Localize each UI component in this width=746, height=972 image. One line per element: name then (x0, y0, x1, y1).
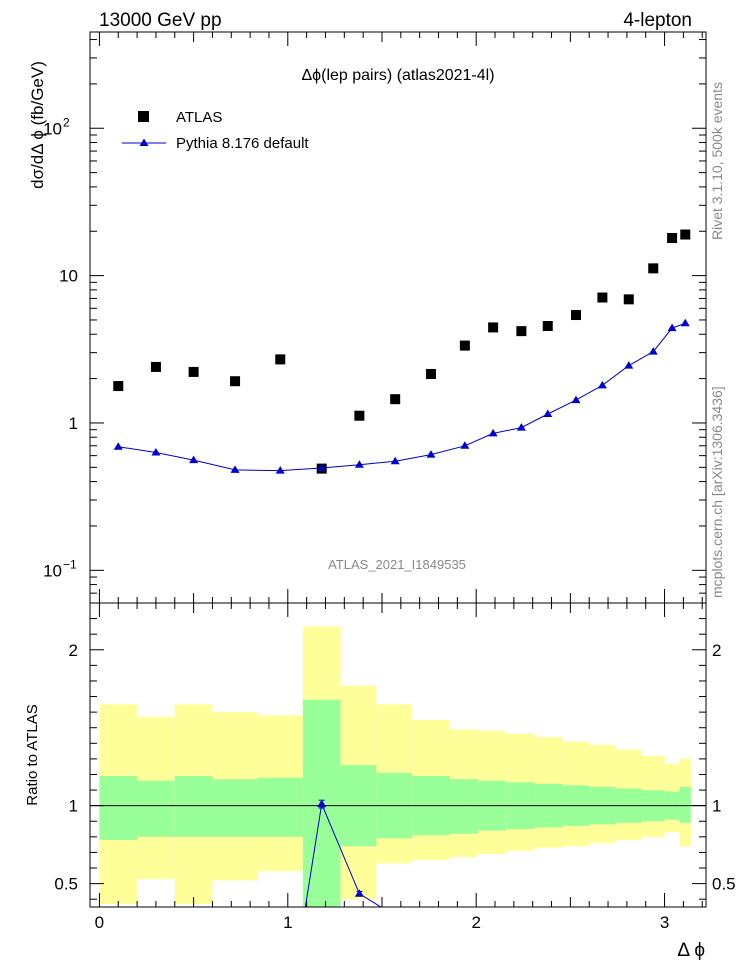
bottom-tick-labels: 0 1 2 3 0.5 0.5 1 1 2 2 (54, 641, 735, 932)
ratio-y-tick-label: 1 (69, 797, 78, 816)
atlas-point (648, 263, 659, 274)
ratio-point (317, 799, 327, 808)
atlas-point (354, 410, 365, 421)
pythia-point (543, 409, 553, 418)
atlas-point (150, 361, 161, 372)
pythia-point (230, 465, 240, 473)
x-tick-label: 0 (95, 913, 104, 932)
legend-marker-atlas (138, 111, 149, 122)
ratio-point (354, 889, 364, 897)
inner-band-bin (679, 786, 691, 823)
analysis-watermark: ATLAS_2021_I1849535 (328, 557, 466, 572)
ratio-y-tick-label-right: 0.5 (712, 875, 736, 894)
atlas-point (459, 340, 470, 351)
atlas-point (188, 366, 199, 377)
atlas-point (667, 232, 678, 243)
pythia-line (118, 322, 686, 472)
atlas-point (113, 381, 124, 392)
plot-title: Δϕ(lep pairs) (atlas2021-4l) (301, 67, 494, 84)
x-tick-label: 1 (283, 913, 292, 932)
pythia-point (624, 361, 634, 369)
x-tick-label: 3 (660, 913, 669, 932)
pythia-point (426, 450, 436, 458)
pythia-point (460, 441, 470, 449)
atlas-point (488, 322, 499, 333)
header-left: 13000 GeV pp (99, 10, 222, 31)
ratio-y-tick-label: 0.5 (54, 875, 78, 894)
inner-band-bin (212, 779, 258, 837)
ratio-line (304, 802, 382, 907)
pythia-point (113, 442, 123, 450)
legend-label-pythia: Pythia 8.176 default (176, 135, 309, 152)
ratio-plot-panel: 0 1 2 3 0.5 0.5 1 1 2 2 Ratio to ATLAS Δ ϕ (24, 602, 736, 961)
pythia-point (680, 318, 690, 327)
pythia-point (317, 463, 327, 471)
top-data-marks (113, 229, 691, 474)
atlas-point (230, 376, 241, 387)
bottom-axis-ticks (90, 603, 706, 907)
legend-marker-pythia (139, 138, 149, 146)
pythia-point (354, 460, 364, 468)
top-y-tick-exponent: −1 (63, 557, 77, 571)
pythia-point (571, 395, 581, 404)
uncertainty-bands (99, 626, 691, 907)
main-plot-panel: Δϕ(lep pairs) (atlas2021-4l) dσ/dΔ ϕ (fb… (28, 31, 707, 604)
top-y-tick-label: 10 (59, 267, 78, 286)
y-axis-label: dσ/dΔ ϕ (fb/GeV) (28, 61, 47, 189)
x-tick-label: 2 (471, 913, 480, 932)
pythia-point (648, 347, 658, 355)
atlas-point (623, 294, 634, 305)
ratio-y-tick-label: 2 (69, 641, 78, 660)
top-axis-ticks (90, 32, 706, 604)
header-right: 4-lepton (623, 10, 692, 31)
legend: ATLAS Pythia 8.176 default (122, 109, 309, 152)
atlas-point (390, 394, 401, 405)
inner-band-bin (137, 780, 175, 837)
top-y-tick-exponent: 2 (63, 115, 70, 129)
inner-band-bin (449, 779, 479, 834)
pythia-point (597, 380, 607, 389)
ratio-marks (90, 799, 706, 907)
pythia-point (390, 456, 400, 465)
atlas-point (542, 320, 553, 331)
pythia-point (189, 455, 199, 464)
pythia-point (516, 423, 526, 431)
ratio-y-tick-label-right: 2 (712, 641, 721, 660)
inner-band-bin (257, 777, 303, 837)
inner-band-bin (174, 776, 213, 837)
x-axis-label: Δ ϕ (677, 940, 705, 961)
top-y-tick-label: 10 (43, 561, 62, 580)
pythia-point (151, 448, 161, 456)
pythia-point (275, 466, 285, 474)
atlas-point (680, 229, 691, 240)
inner-band-bin (99, 776, 138, 840)
top-y-tick-label: 1 (69, 414, 78, 433)
atlas-point (425, 368, 436, 379)
mcplots-label: mcplots.cern.ch [arXiv:1306.3436] (709, 386, 725, 598)
legend-label-atlas: ATLAS (176, 109, 222, 126)
bottom-frame (89, 602, 707, 908)
ratio-y-tick-label-right: 1 (712, 797, 721, 816)
atlas-point (571, 310, 582, 321)
atlas-point (597, 292, 608, 303)
pythia-point (667, 323, 677, 332)
top-y-tick-label: 10 (43, 119, 62, 138)
atlas-point (516, 326, 527, 337)
ratio-y-axis-label: Ratio to ATLAS (24, 704, 41, 805)
atlas-point (275, 354, 286, 365)
pythia-point (488, 428, 498, 437)
rivet-label: Rivet 3.1.10, 500k events (709, 82, 725, 240)
